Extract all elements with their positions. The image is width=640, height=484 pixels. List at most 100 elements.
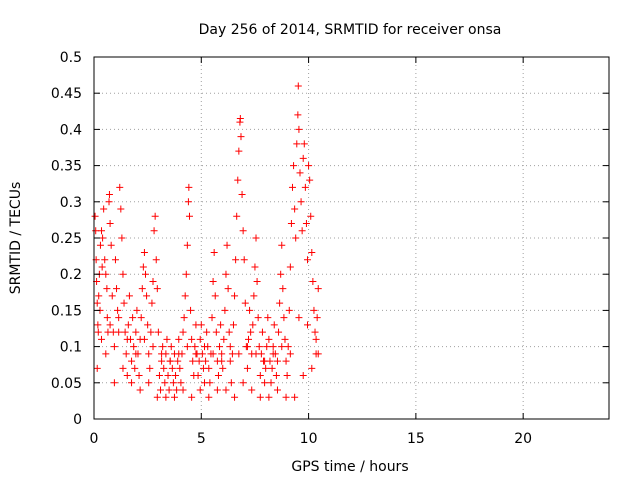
data-point bbox=[136, 386, 144, 394]
data-point bbox=[96, 241, 104, 249]
y-tick-label: 0.15 bbox=[51, 303, 82, 319]
data-point bbox=[297, 198, 305, 206]
y-tick-label: 0.25 bbox=[51, 231, 82, 247]
data-point bbox=[307, 212, 315, 220]
data-point bbox=[251, 263, 259, 271]
data-point bbox=[140, 335, 148, 343]
data-point bbox=[245, 335, 252, 343]
data-point bbox=[158, 350, 166, 358]
data-point bbox=[250, 292, 258, 300]
data-point bbox=[288, 183, 296, 191]
data-point bbox=[308, 248, 316, 256]
data-point bbox=[278, 343, 286, 351]
data-point bbox=[179, 386, 187, 394]
data-point bbox=[143, 292, 151, 300]
data-point bbox=[93, 364, 101, 372]
data-point bbox=[121, 328, 129, 336]
data-point bbox=[129, 314, 137, 322]
data-point bbox=[235, 350, 243, 358]
data-point bbox=[145, 350, 153, 358]
data-point bbox=[219, 364, 227, 372]
data-point bbox=[98, 263, 106, 271]
data-point bbox=[137, 314, 145, 322]
data-point bbox=[299, 154, 307, 162]
data-point bbox=[273, 357, 281, 365]
data-point bbox=[188, 335, 196, 343]
data-point bbox=[256, 372, 264, 380]
data-point bbox=[184, 198, 192, 206]
data-point bbox=[298, 227, 306, 235]
data-point bbox=[119, 364, 127, 372]
data-point bbox=[222, 386, 230, 394]
data-point bbox=[168, 364, 176, 372]
tick-labels: 0 5 10 15 20 0 0.05 0.1 0.15 0.2 0.25 0.3 0.35 0.4 0.4… bbox=[51, 50, 532, 447]
data-point bbox=[232, 256, 240, 264]
data-point bbox=[285, 306, 293, 314]
data-point bbox=[115, 328, 123, 336]
data-point bbox=[279, 285, 287, 293]
chart-title: Day 256 of 2014, SRMTID for receiver ons… bbox=[199, 22, 502, 38]
data-point bbox=[149, 343, 157, 351]
data-point bbox=[314, 350, 322, 358]
data-point bbox=[174, 357, 182, 365]
data-point bbox=[252, 350, 260, 358]
data-point bbox=[229, 321, 237, 329]
data-point bbox=[286, 263, 294, 271]
data-point bbox=[105, 191, 113, 199]
data-point bbox=[239, 227, 247, 235]
data-point bbox=[239, 379, 247, 387]
data-point bbox=[185, 212, 193, 220]
data-point bbox=[220, 335, 228, 343]
data-point bbox=[286, 350, 294, 358]
data-point bbox=[140, 248, 148, 256]
data-point bbox=[205, 393, 213, 401]
data-point bbox=[305, 162, 313, 170]
data-point bbox=[148, 299, 156, 307]
data-point bbox=[195, 357, 203, 365]
data-point bbox=[188, 393, 196, 401]
x-tick-label: 20 bbox=[514, 431, 532, 447]
data-point bbox=[234, 176, 242, 184]
data-point bbox=[108, 292, 116, 300]
data-point bbox=[119, 270, 127, 278]
x-tick-label: 0 bbox=[90, 431, 99, 447]
data-point bbox=[208, 314, 216, 322]
data-point bbox=[94, 321, 102, 329]
data-point bbox=[170, 393, 178, 401]
data-point bbox=[214, 372, 222, 380]
data-point bbox=[169, 379, 177, 387]
data-point bbox=[210, 248, 218, 256]
data-point bbox=[227, 379, 235, 387]
y-tick-label: 0.4 bbox=[60, 122, 82, 138]
data-points bbox=[91, 82, 322, 401]
data-point bbox=[182, 270, 190, 278]
data-point bbox=[105, 198, 113, 206]
data-point bbox=[172, 372, 180, 380]
data-point bbox=[107, 241, 115, 249]
data-point bbox=[291, 393, 299, 401]
data-point bbox=[255, 343, 263, 351]
data-point bbox=[282, 393, 290, 401]
data-point bbox=[241, 299, 249, 307]
data-point bbox=[115, 314, 123, 322]
y-tick-label: 0.3 bbox=[60, 195, 82, 211]
data-point bbox=[113, 285, 121, 293]
data-point bbox=[191, 343, 199, 351]
data-point bbox=[211, 292, 219, 300]
data-point bbox=[175, 335, 183, 343]
y-tick-label: 0.35 bbox=[51, 159, 82, 175]
data-point bbox=[150, 227, 158, 235]
data-point bbox=[223, 241, 231, 249]
data-point bbox=[161, 379, 169, 387]
data-point bbox=[130, 343, 138, 351]
data-point bbox=[243, 343, 251, 351]
data-point bbox=[196, 386, 204, 394]
data-point bbox=[246, 306, 254, 314]
data-point bbox=[233, 212, 241, 220]
data-point bbox=[222, 270, 230, 278]
data-point bbox=[167, 343, 175, 351]
data-point bbox=[301, 183, 309, 191]
data-point bbox=[247, 328, 255, 336]
data-point bbox=[158, 357, 166, 365]
